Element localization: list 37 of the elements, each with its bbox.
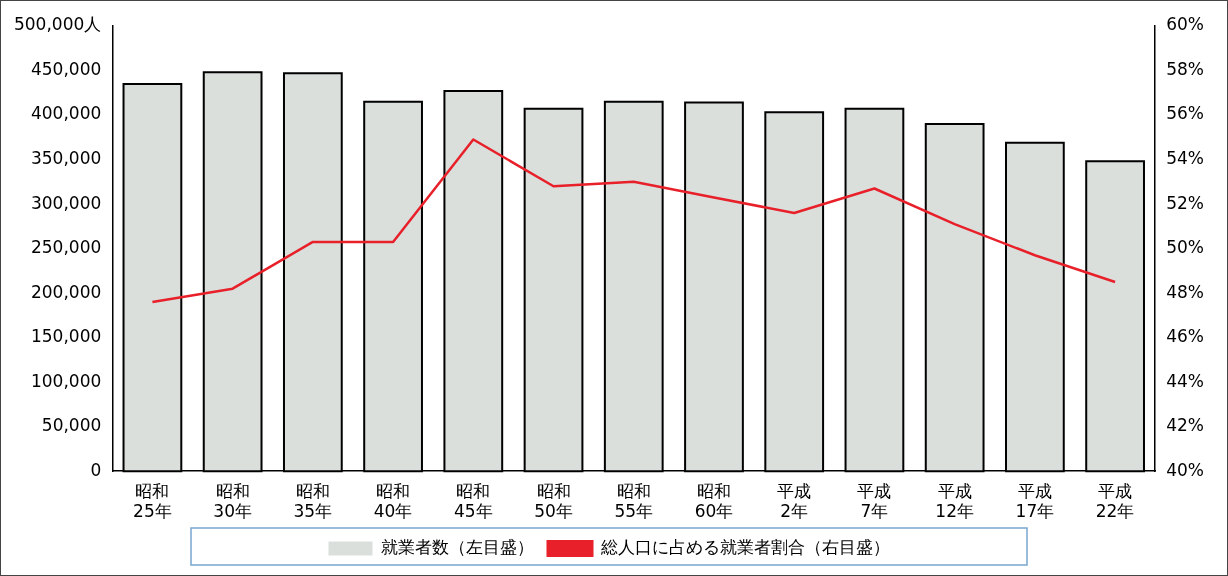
y-tick-label: 150,000 [30,326,102,347]
x-tick-label: 昭和45年 [453,480,493,522]
y-tick-label: 450,000 [30,58,102,79]
y2-tick-label: 50% [1166,237,1205,258]
y2-tick-label: 54% [1166,147,1205,168]
x-tick-label: 平成17年 [1015,480,1055,522]
x-tick-label: 昭和40年 [373,480,413,522]
x-tick-label: 昭和25年 [133,480,172,522]
y2-tick-label: 40% [1166,459,1205,480]
y-tick-label: 350,000 [30,147,102,168]
y-tick-label: 0 [90,459,102,480]
y-tick-label: 250,000 [30,237,102,258]
y2-tick-label: 52% [1166,192,1205,213]
y2-tick-label: 42% [1166,415,1205,436]
x-tick-label: 昭和50年 [534,480,573,522]
x-tick-label: 平成12年 [935,480,974,522]
y-tick-label: 100,000 [30,370,102,391]
y2-tick-label: 58% [1166,58,1205,79]
y-tick-label: 500,000人 [13,14,102,35]
legend-label: 就業者数（左目盛） [381,536,534,557]
y2-tick-label: 60% [1166,14,1205,35]
y-tick-label: 400,000 [30,103,102,124]
x-tick-label: 平成7年 [857,480,892,522]
y-tick-label: 200,000 [30,281,102,302]
x-tick-label: 平成2年 [777,480,812,522]
y-tick-label: 50,000 [41,415,102,436]
legend-label: 総人口に占める就業者割合（右目盛） [599,536,890,557]
x-tick-label: 昭和55年 [614,480,654,522]
x-tick-label: 昭和60年 [694,480,734,522]
y-tick-label: 300,000 [30,192,102,213]
y2-tick-label: 48% [1166,281,1205,302]
x-tick-label: 昭和35年 [293,480,333,522]
y2-tick-label: 46% [1166,326,1205,347]
y2-tick-label: 44% [1166,370,1205,391]
y2-tick-label: 56% [1166,103,1205,124]
x-tick-label: 昭和30年 [213,480,252,522]
x-tick-label: 平成22年 [1095,480,1135,522]
